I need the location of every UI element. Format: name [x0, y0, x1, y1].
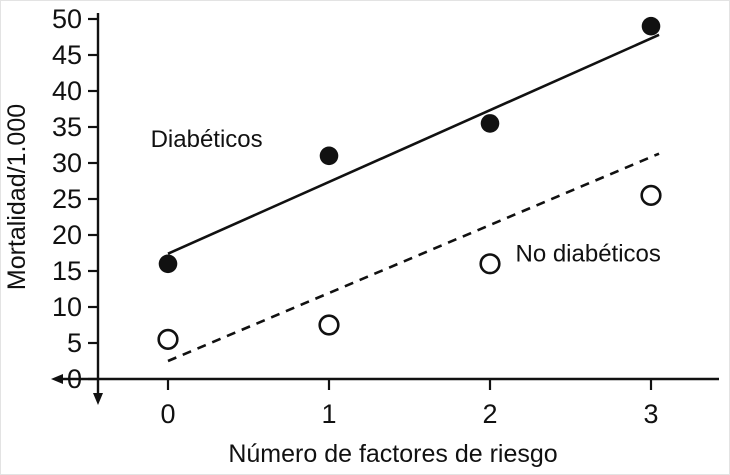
- axis-tick-labels: 0 5 10 15 20 25 30 35 40 45 50 0 1 2 3: [52, 4, 659, 429]
- data-point-open: [479, 253, 501, 275]
- data-point-filled: [158, 254, 178, 274]
- trend-lines: [167, 33, 660, 363]
- y-tick-label: 15: [52, 256, 82, 286]
- x-tick-label: 1: [321, 399, 336, 429]
- data-point-open: [157, 328, 179, 351]
- y-tick-label: 35: [52, 112, 82, 142]
- data-point-filled: [319, 146, 339, 166]
- data-point-open: [640, 184, 662, 206]
- series-label-diabeticos: Diabéticos: [151, 126, 263, 153]
- y-tick-label: 50: [52, 4, 82, 34]
- x-axis-label: Número de factores de riesgo: [228, 440, 557, 468]
- axis-titles: Mortalidad/1.000 Número de factores de r…: [3, 104, 558, 468]
- data-point-filled: [480, 114, 500, 133]
- series-annotations: Diabéticos No diabéticos: [151, 126, 661, 267]
- x-tick-label: 0: [160, 399, 175, 429]
- series-label-no-diabeticos: No diabéticos: [515, 241, 660, 268]
- y-tick-label: 45: [52, 40, 82, 70]
- x-axis-arrow: [51, 374, 63, 384]
- y-axis-label: Mortalidad/1.000: [3, 104, 31, 290]
- axis-ticks: [88, 17, 653, 390]
- data-point-open: [318, 314, 340, 336]
- axes: [51, 13, 719, 405]
- data-point-filled: [641, 16, 661, 36]
- trend-line-solid: [167, 33, 660, 255]
- trend-line-dashed: [167, 152, 660, 363]
- y-axis-arrow: [93, 393, 103, 405]
- y-tick-label: 0: [67, 364, 82, 394]
- y-tick-label: 25: [52, 184, 82, 214]
- data-points: [157, 16, 662, 351]
- y-tick-label: 5: [67, 328, 82, 358]
- x-tick-label: 2: [482, 399, 497, 429]
- x-tick-label: 3: [643, 399, 658, 429]
- y-tick-label: 20: [52, 220, 82, 250]
- y-tick-label: 30: [52, 148, 82, 178]
- y-tick-label: 40: [52, 76, 82, 106]
- y-tick-label: 10: [52, 292, 82, 322]
